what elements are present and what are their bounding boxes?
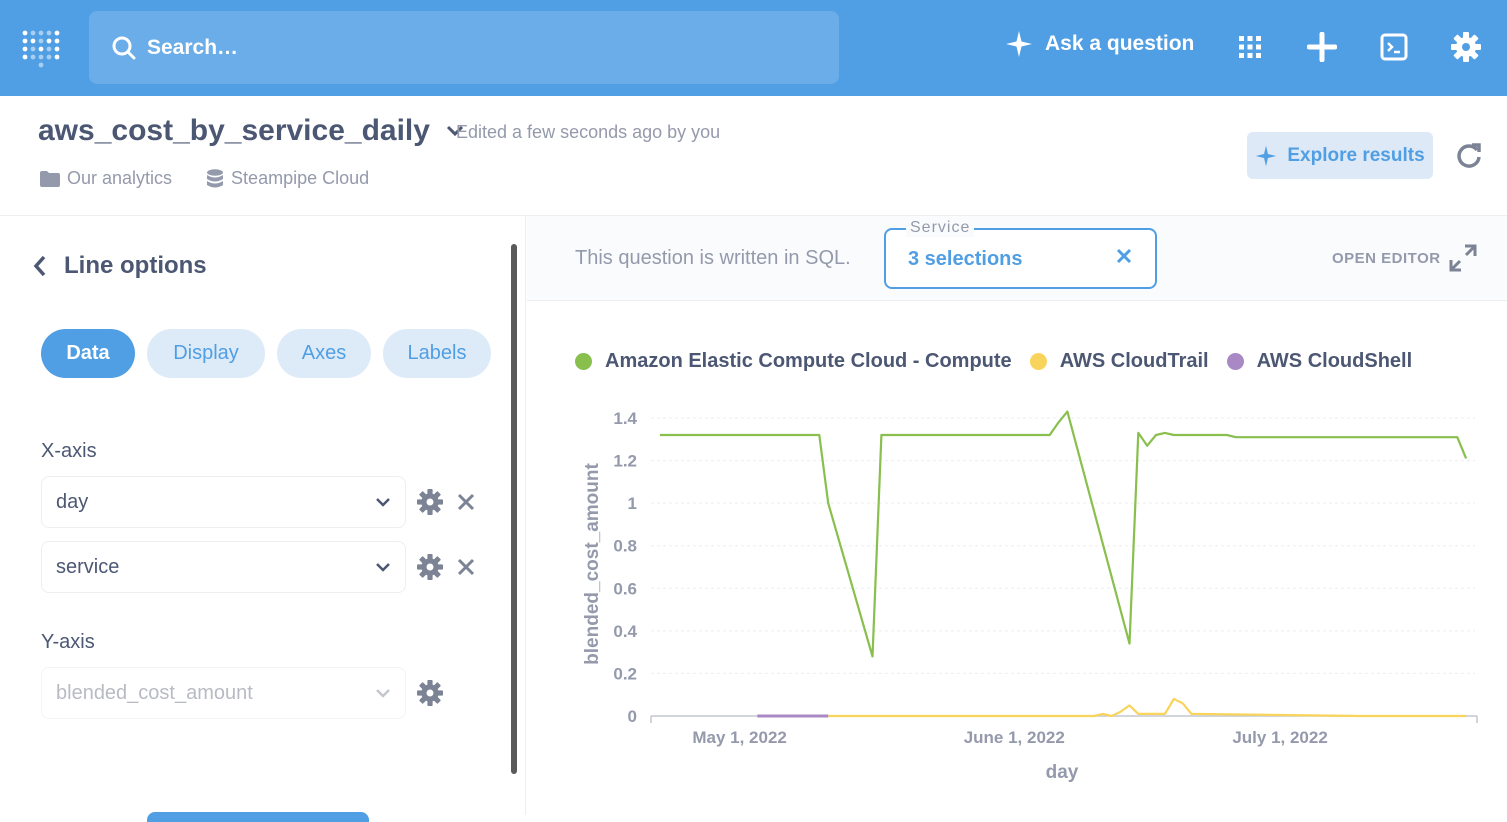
series-line (659, 410, 1468, 658)
yaxis-section-label: Y-axis (41, 631, 95, 653)
gear-icon[interactable] (416, 488, 444, 516)
y-axis: 0 0.2 0.4 0.6 0.8 1 1.2 1.4 (613, 409, 637, 726)
last-edited-text[interactable]: Edited a few seconds ago by you (456, 122, 721, 142)
gear-icon[interactable] (1449, 30, 1483, 64)
chevron-left-icon (33, 255, 46, 277)
line-chart[interactable]: 0 0.2 0.4 0.6 0.8 1 1.2 1.4 May 1, 2022 June 1, … (527, 302, 1507, 815)
yaxis-field-value: blended_cost_amount (56, 681, 253, 704)
apps-grid-icon[interactable] (1233, 30, 1267, 64)
legend-item[interactable]: Amazon Elastic Compute Cloud - Compute (575, 350, 1012, 373)
gear-icon[interactable] (416, 679, 444, 707)
legend-dot (575, 353, 592, 370)
chart-settings-sidebar: Line options Data Display Axes Labels X-… (0, 216, 526, 822)
legend-label: AWS CloudShell (1256, 350, 1413, 372)
chart-series (659, 410, 1468, 718)
x-tick-label: June 1, 2022 (964, 728, 1065, 747)
explore-results-label: Explore results (1287, 144, 1425, 166)
legend-dot (1226, 353, 1244, 370)
y-axis-label: blended_cost_amount (582, 463, 603, 665)
search-icon (112, 36, 136, 59)
explore-results-button[interactable]: Explore results (1247, 132, 1433, 179)
database-icon (207, 168, 224, 187)
question-title[interactable]: aws_cost_by_service_daily (38, 114, 464, 148)
y-tick-label: 0 (628, 707, 637, 726)
chevron-down-icon (376, 498, 390, 507)
collection-breadcrumb[interactable]: Our analytics (40, 168, 172, 189)
chevron-down-icon (376, 563, 390, 572)
collection-name: Our analytics (67, 168, 173, 188)
x-axis-label: day (1046, 762, 1079, 783)
y-tick-label: 0.6 (613, 579, 637, 598)
header-divider (0, 215, 1507, 216)
open-editor-link[interactable]: OPEN EDITOR (1332, 250, 1441, 267)
xaxis-section-label: X-axis (41, 440, 97, 462)
y-tick-label: 1.2 (613, 452, 637, 471)
top-navbar: Search… Ask a question (0, 0, 1507, 96)
y-tick-label: 0.4 (613, 622, 637, 641)
y-tick-label: 0.2 (613, 664, 637, 683)
refresh-icon[interactable] (1455, 142, 1483, 175)
x-axis: May 1, 2022 June 1, 2022 July 1, 2022 (692, 728, 1327, 747)
sql-notice: This question is written in SQL. (575, 247, 851, 269)
sparkle-icon (1256, 145, 1277, 166)
done-button[interactable] (147, 812, 369, 822)
filter-label: Service (906, 219, 975, 237)
plus-icon[interactable] (1305, 30, 1339, 64)
sql-console-icon[interactable] (1377, 30, 1411, 64)
legend-label: AWS CloudTrail (1059, 350, 1209, 372)
tab-axes[interactable]: Axes (277, 329, 371, 378)
xaxis-series-select[interactable]: service (41, 541, 406, 593)
y-tick-label: 1 (628, 494, 637, 513)
search-placeholder: Search… (147, 35, 239, 59)
chart-area: Amazon Elastic Compute Cloud - Compute A… (527, 302, 1507, 815)
sql-parameters-bar: This question is written in SQL. Service… (527, 216, 1507, 301)
chart-grid (650, 417, 1478, 723)
folder-icon (40, 170, 60, 187)
tab-display[interactable]: Display (147, 329, 265, 378)
clear-filter-icon[interactable] (1116, 248, 1132, 269)
settings-tabs: Data Display Axes Labels (41, 329, 503, 378)
sidebar-title: Line options (64, 252, 207, 279)
tab-labels[interactable]: Labels (383, 329, 491, 378)
xaxis-field-value: day (56, 490, 89, 513)
close-icon[interactable] (454, 555, 478, 579)
ask-question-label: Ask a question (1045, 32, 1195, 55)
legend-item[interactable]: AWS CloudShell (1226, 350, 1413, 373)
close-icon[interactable] (454, 490, 478, 514)
chevron-down-icon (376, 689, 390, 698)
service-filter-widget[interactable]: Service 3 selections (884, 219, 1157, 289)
y-tick-label: 1.4 (613, 409, 637, 428)
series-line (828, 697, 1467, 718)
gear-icon[interactable] (416, 553, 444, 581)
x-tick-label: July 1, 2022 (1232, 728, 1327, 747)
xaxis-field-select[interactable]: day (41, 476, 406, 528)
filter-value: 3 selections (908, 248, 1023, 270)
sparkle-icon (1006, 31, 1032, 57)
sidebar-scrollbar[interactable] (511, 244, 517, 774)
breadcrumb: Our analytics Steampipe Cloud (40, 168, 403, 189)
expand-icon[interactable] (1447, 242, 1479, 279)
ask-question-button[interactable]: Ask a question (1005, 30, 1194, 58)
question-title-text: aws_cost_by_service_daily (38, 114, 430, 147)
search-bar[interactable]: Search… (89, 11, 839, 84)
legend-dot (1029, 353, 1047, 370)
legend-label: Amazon Elastic Compute Cloud - Compute (605, 350, 1012, 372)
yaxis-field-select[interactable]: blended_cost_amount (41, 667, 406, 719)
tab-data[interactable]: Data (41, 329, 135, 378)
chart-legend: Amazon Elastic Compute Cloud - Compute A… (575, 350, 1430, 373)
back-to-visualization-button[interactable]: Line options (32, 252, 207, 280)
y-tick-label: 0.8 (613, 537, 637, 556)
x-tick-label: May 1, 2022 (692, 728, 787, 747)
xaxis-series-value: service (56, 555, 120, 578)
database-breadcrumb[interactable]: Steampipe Cloud (206, 168, 369, 189)
metabase-logo-icon[interactable] (20, 26, 62, 68)
chevron-down-icon[interactable] (446, 125, 464, 137)
legend-item[interactable]: AWS CloudTrail (1029, 350, 1209, 373)
database-name: Steampipe Cloud (231, 168, 370, 188)
